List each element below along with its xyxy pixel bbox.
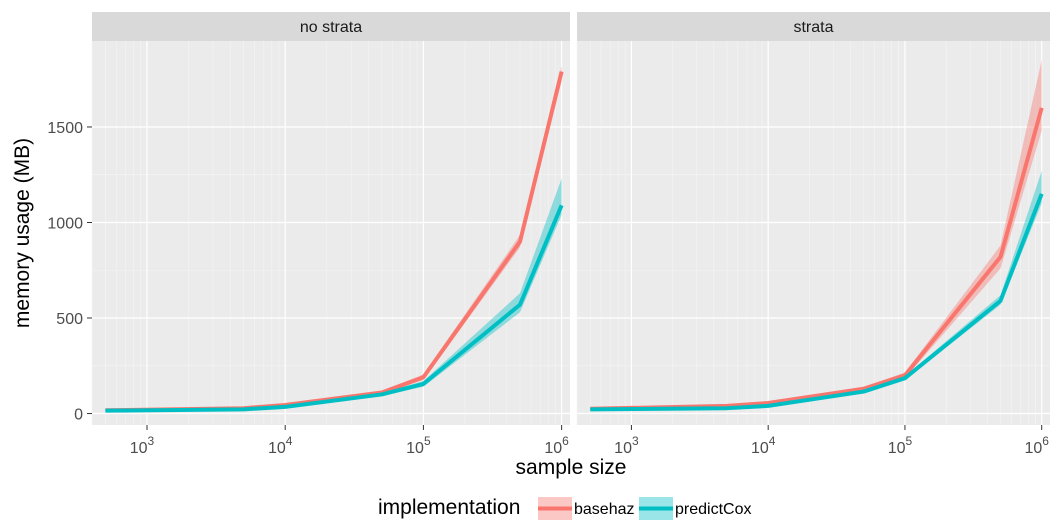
x-tick-label: 103	[130, 434, 155, 457]
x-tick-label: 106	[1024, 434, 1049, 457]
legend-label-predictCox: predictCox	[675, 501, 751, 518]
y-tick-label: 1500	[47, 120, 83, 137]
facet-strip-label: no strata	[300, 19, 362, 36]
panel-strata: strata 103 104 105 106	[577, 12, 1050, 457]
x-tick-label: 104	[268, 434, 293, 457]
facet-strip-label: strata	[793, 19, 833, 36]
panel-no-strata: no strata 103 104 105 106 0 500 1000 1500	[47, 12, 570, 457]
y-tick-label: 1000	[47, 215, 83, 232]
legend: implementation basehaz predictCox	[378, 496, 751, 520]
x-tick-label: 105	[888, 434, 913, 457]
x-tick-label: 103	[614, 434, 639, 457]
x-tick-label: 106	[544, 434, 569, 457]
legend-title: implementation	[378, 496, 520, 519]
x-tick-label: 104	[751, 434, 776, 457]
y-tick-label: 500	[56, 311, 83, 328]
y-tick-label: 0	[74, 407, 83, 424]
legend-label-basehaz: basehaz	[574, 501, 635, 518]
panel-background	[577, 41, 1050, 425]
x-tick-label: 105	[406, 434, 431, 457]
panel-background	[92, 41, 570, 425]
x-axis-title: sample size	[516, 456, 627, 479]
y-axis-title: memory usage (MB)	[11, 138, 34, 328]
